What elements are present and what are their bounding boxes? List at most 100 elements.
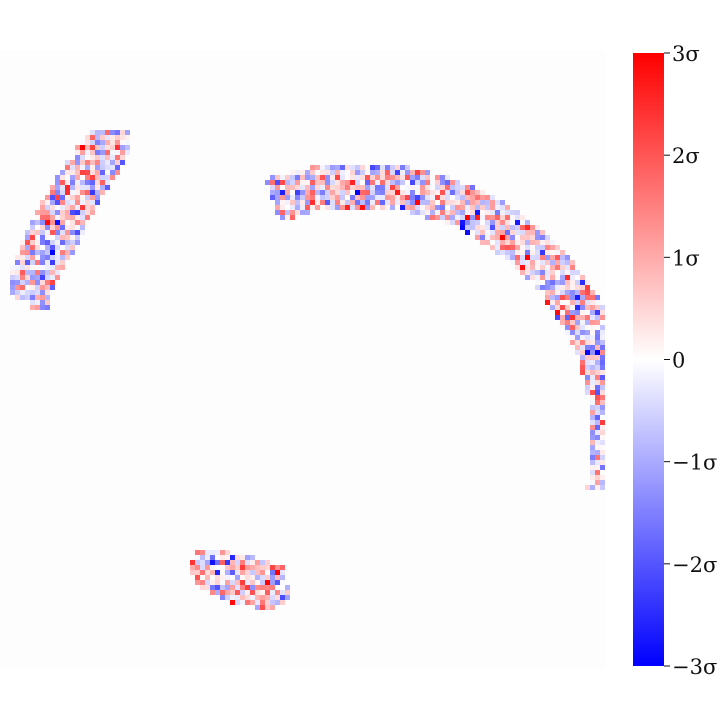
heatmap-cell	[585, 325, 590, 330]
heatmap-cell	[350, 195, 355, 200]
heatmap-cell	[505, 235, 510, 240]
heatmap-cell	[470, 215, 475, 220]
heatmap-cell	[515, 220, 520, 225]
heatmap-cell	[325, 170, 330, 175]
heatmap-cell	[340, 195, 345, 200]
heatmap-cell	[285, 175, 290, 180]
heatmap-cell	[50, 225, 55, 230]
heatmap-cell	[110, 160, 115, 165]
heatmap-cell	[120, 150, 125, 155]
heatmap-cell	[590, 450, 595, 455]
heatmap-cell	[195, 565, 200, 570]
heatmap-cell	[85, 180, 90, 185]
heatmap-cell	[580, 350, 585, 355]
heatmap-cell	[310, 205, 315, 210]
heatmap-cell	[365, 195, 370, 200]
heatmap-cell	[85, 195, 90, 200]
heatmap-cell	[280, 580, 285, 585]
heatmap-cell	[85, 150, 90, 155]
heatmap-cell	[290, 195, 295, 200]
heatmap-cell	[90, 165, 95, 170]
heatmap-cell	[210, 570, 215, 575]
colorbar-tick-label: 3σ	[672, 42, 700, 66]
heatmap-cell	[110, 155, 115, 160]
heatmap-cell	[60, 200, 65, 205]
heatmap-cell	[330, 170, 335, 175]
heatmap-cell	[295, 185, 300, 190]
heatmap-cell	[490, 220, 495, 225]
heatmap-cell	[410, 195, 415, 200]
heatmap-cell	[265, 560, 270, 565]
heatmap-cell	[595, 345, 600, 350]
heatmap-cell	[115, 140, 120, 145]
heatmap-cell	[215, 575, 220, 580]
heatmap-cell	[60, 170, 65, 175]
heatmap-cell	[90, 185, 95, 190]
heatmap-cell	[215, 590, 220, 595]
heatmap-cell	[325, 180, 330, 185]
heatmap-cell	[595, 465, 600, 470]
colorbar: 3σ2σ1σ0−1σ−2σ−3σ	[633, 42, 717, 679]
heatmap-cell	[570, 270, 575, 275]
heatmap-cell	[510, 240, 515, 245]
heatmap-cell	[65, 200, 70, 205]
heatmap-cell	[600, 365, 605, 370]
heatmap-cell	[220, 585, 225, 590]
heatmap-cell	[340, 170, 345, 175]
heatmap-cell	[595, 315, 600, 320]
heatmap-cell	[500, 210, 505, 215]
heatmap-cell	[25, 255, 30, 260]
heatmap-cell	[10, 265, 15, 270]
heatmap-cell	[210, 560, 215, 565]
heatmap-cell	[590, 445, 595, 450]
heatmap-cell	[505, 255, 510, 260]
heatmap-cell	[420, 170, 425, 175]
heatmap-cell	[540, 265, 545, 270]
heatmap-cell	[285, 585, 290, 590]
heatmap-cell	[305, 175, 310, 180]
heatmap-cell	[355, 180, 360, 185]
heatmap-cell	[225, 565, 230, 570]
heatmap-cell	[475, 195, 480, 200]
heatmap-cell	[440, 220, 445, 225]
heatmap-cell	[480, 220, 485, 225]
heatmap-cell	[245, 555, 250, 560]
heatmap-cell	[85, 165, 90, 170]
heatmap-cell	[60, 250, 65, 255]
heatmap-cell	[60, 185, 65, 190]
heatmap-cell	[340, 190, 345, 195]
heatmap-cell	[275, 180, 280, 185]
heatmap-cell	[50, 205, 55, 210]
heatmap-cell	[550, 240, 555, 245]
heatmap-cell	[450, 200, 455, 205]
heatmap-cell	[290, 215, 295, 220]
heatmap-cell	[475, 205, 480, 210]
heatmap-cell	[590, 335, 595, 340]
heatmap-cell	[250, 570, 255, 575]
heatmap-cell	[240, 600, 245, 605]
heatmap-cell	[535, 225, 540, 230]
heatmap-cell	[600, 315, 605, 320]
heatmap-cell	[515, 230, 520, 235]
heatmap-cell	[55, 260, 60, 265]
heatmap-cell	[220, 555, 225, 560]
heatmap-cell	[25, 265, 30, 270]
heatmap-cell	[410, 190, 415, 195]
heatmap-cell	[70, 240, 75, 245]
heatmap-cell	[480, 215, 485, 220]
heatmap-cell	[475, 210, 480, 215]
heatmap-cell	[455, 195, 460, 200]
heatmap-cell	[485, 200, 490, 205]
heatmap-cell	[30, 260, 35, 265]
heatmap-cell	[565, 295, 570, 300]
heatmap-cell	[325, 205, 330, 210]
heatmap-cell	[85, 175, 90, 180]
heatmap-cell	[395, 165, 400, 170]
heatmap-cell	[240, 555, 245, 560]
heatmap-cell	[365, 190, 370, 195]
heatmap-cell	[545, 290, 550, 295]
heatmap-cell	[360, 175, 365, 180]
heatmap-cell	[600, 390, 605, 395]
heatmap-cell	[85, 210, 90, 215]
heatmap-cell	[210, 590, 215, 595]
